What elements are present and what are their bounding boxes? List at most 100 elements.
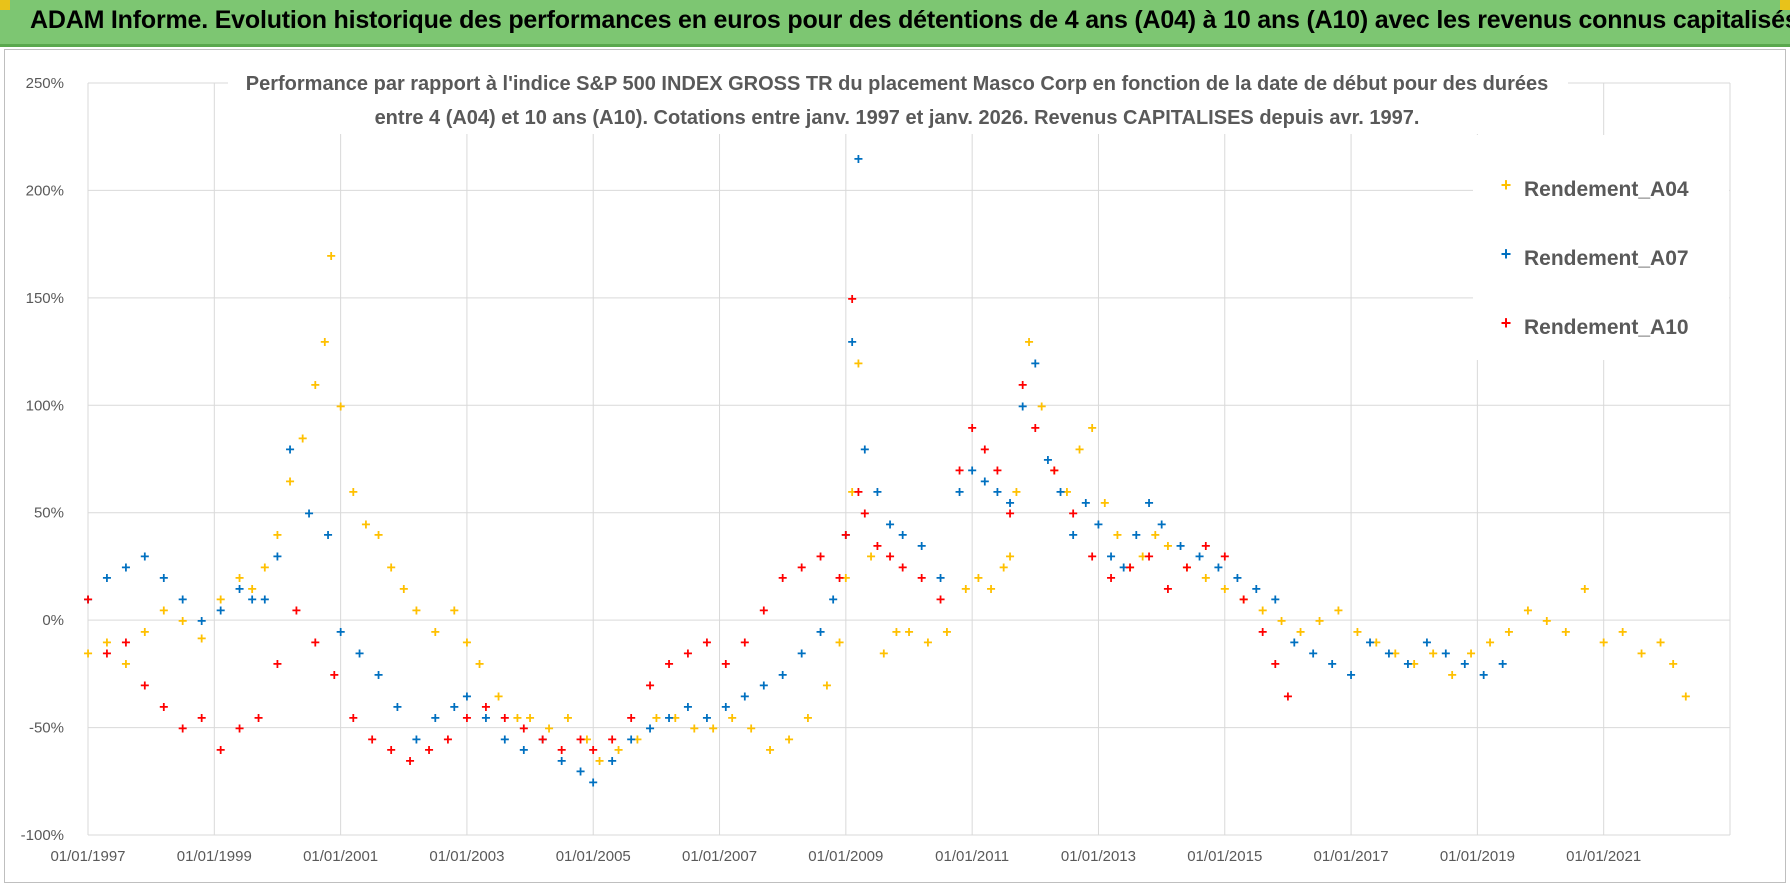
point-Rendement_A10: + — [816, 549, 825, 566]
legend-marker-a10: + — [1501, 313, 1512, 333]
point-Rendement_A10: + — [538, 731, 547, 748]
point-Rendement_A07: + — [936, 570, 945, 587]
point-Rendement_A04: + — [298, 431, 307, 448]
point-Rendement_A07: + — [500, 731, 509, 748]
y-tick-label: -100% — [21, 827, 64, 844]
x-axis-labels: 01/01/1997 01/01/1999 01/01/2001 01/01/2003… — [50, 848, 1641, 865]
point-Rendement_A10: + — [235, 721, 244, 738]
point-Rendement_A10: + — [835, 570, 844, 587]
point-Rendement_A04: + — [803, 710, 812, 727]
point-Rendement_A10: + — [1050, 463, 1059, 480]
point-Rendement_A07: + — [216, 602, 225, 619]
point-Rendement_A04: + — [986, 581, 995, 598]
point-Rendement_A07: + — [1460, 656, 1469, 673]
point-Rendement_A10: + — [645, 678, 654, 695]
point-Rendement_A04: + — [1599, 635, 1608, 652]
point-Rendement_A04: + — [1037, 398, 1046, 415]
point-Rendement_A10: + — [1258, 624, 1267, 641]
point-Rendement_A04: + — [235, 570, 244, 587]
point-Rendement_A04: + — [1220, 581, 1229, 598]
point-Rendement_A04: + — [1681, 688, 1690, 705]
point-Rendement_A04: + — [197, 630, 206, 647]
point-Rendement_A04: + — [1075, 441, 1084, 458]
point-Rendement_A04: + — [386, 559, 395, 576]
title-background — [228, 62, 1568, 134]
point-Rendement_A04: + — [431, 624, 440, 641]
point-Rendement_A04: + — [690, 721, 699, 738]
y-axis-labels: 250% 200% 150% 100% 50% 0% -50% -100% — [21, 75, 64, 844]
corner-marker — [0, 0, 10, 10]
point-Rendement_A10: + — [462, 710, 471, 727]
point-Rendement_A07: + — [374, 667, 383, 684]
series-Rendement_A04: + + + + + + + + + + + + + + + + + + + + + + + + + + + + + + + + + + + + + + + +… — [83, 248, 1690, 770]
point-Rendement_A07: + — [197, 613, 206, 630]
point-Rendement_A04: + — [1656, 635, 1665, 652]
point-Rendement_A07: + — [178, 592, 187, 609]
point-Rendement_A04: + — [399, 581, 408, 598]
point-Rendement_A07: + — [885, 516, 894, 533]
point-Rendement_A10: + — [1220, 549, 1229, 566]
point-Rendement_A04: + — [854, 355, 863, 372]
legend-label-a10: Rendement_A10 — [1524, 316, 1689, 339]
point-Rendement_A04: + — [633, 731, 642, 748]
point-Rendement_A04: + — [1277, 613, 1286, 630]
point-Rendement_A10: + — [1144, 549, 1153, 566]
point-Rendement_A07: + — [797, 645, 806, 662]
point-Rendement_A10: + — [847, 291, 856, 308]
point-Rendement_A07: + — [1081, 495, 1090, 512]
point-Rendement_A07: + — [1132, 527, 1141, 544]
point-Rendement_A04: + — [1113, 527, 1122, 544]
point-Rendement_A07: + — [1384, 645, 1393, 662]
legend-marker-a04: + — [1501, 175, 1512, 195]
point-Rendement_A07: + — [1106, 549, 1115, 566]
point-Rendement_A04: + — [879, 645, 888, 662]
point-Rendement_A04: + — [494, 688, 503, 705]
point-Rendement_A04: + — [1163, 538, 1172, 555]
point-Rendement_A07: + — [412, 731, 421, 748]
point-Rendement_A04: + — [765, 742, 774, 759]
x-tick-label: 01/01/2009 — [808, 848, 883, 865]
y-tick-label: 100% — [26, 397, 64, 414]
point-Rendement_A07: + — [847, 334, 856, 351]
page-title: ADAM Informe. Evolution historique des p… — [30, 6, 1790, 34]
point-Rendement_A10: + — [557, 742, 566, 759]
point-Rendement_A04: + — [1050, 463, 1059, 480]
point-Rendement_A10: + — [980, 441, 989, 458]
point-Rendement_A07: + — [1252, 581, 1261, 598]
point-Rendement_A04: + — [866, 549, 875, 566]
point-Rendement_A10: + — [424, 742, 433, 759]
point-Rendement_A10: + — [936, 592, 945, 609]
point-Rendement_A10: + — [917, 570, 926, 587]
x-tick-label: 01/01/2015 — [1187, 848, 1262, 865]
point-Rendement_A10: + — [664, 656, 673, 673]
point-Rendement_A04: + — [614, 742, 623, 759]
point-Rendement_A07: + — [248, 592, 257, 609]
point-Rendement_A04: + — [525, 710, 534, 727]
point-Rendement_A10: + — [386, 742, 395, 759]
point-Rendement_A07: + — [1031, 355, 1040, 372]
x-tick-label: 01/01/2005 — [556, 848, 631, 865]
point-Rendement_A07: + — [917, 538, 926, 555]
point-Rendement_A04: + — [140, 624, 149, 641]
point-Rendement_A10: + — [292, 602, 301, 619]
point-Rendement_A07: + — [1365, 635, 1374, 652]
point-Rendement_A07: + — [1422, 635, 1431, 652]
point-Rendement_A07: + — [854, 151, 863, 168]
point-Rendement_A07: + — [393, 699, 402, 716]
point-Rendement_A04: + — [121, 656, 130, 673]
point-Rendement_A04: + — [285, 473, 294, 490]
point-Rendement_A04: + — [159, 602, 168, 619]
point-Rendement_A10: + — [721, 656, 730, 673]
point-Rendement_A10: + — [1087, 549, 1096, 566]
point-Rendement_A10: + — [1239, 592, 1248, 609]
point-Rendement_A07: + — [1346, 667, 1355, 684]
point-Rendement_A04: + — [326, 248, 335, 265]
point-Rendement_A10: + — [1069, 506, 1078, 523]
x-tick-label: 01/01/1999 — [177, 848, 252, 865]
point-Rendement_A04: + — [709, 721, 718, 738]
point-Rendement_A04: + — [1005, 549, 1014, 566]
point-Rendement_A07: + — [1403, 656, 1412, 673]
y-tick-label: -50% — [29, 720, 64, 737]
point-Rendement_A07: + — [664, 710, 673, 727]
point-Rendement_A07: + — [841, 527, 850, 544]
